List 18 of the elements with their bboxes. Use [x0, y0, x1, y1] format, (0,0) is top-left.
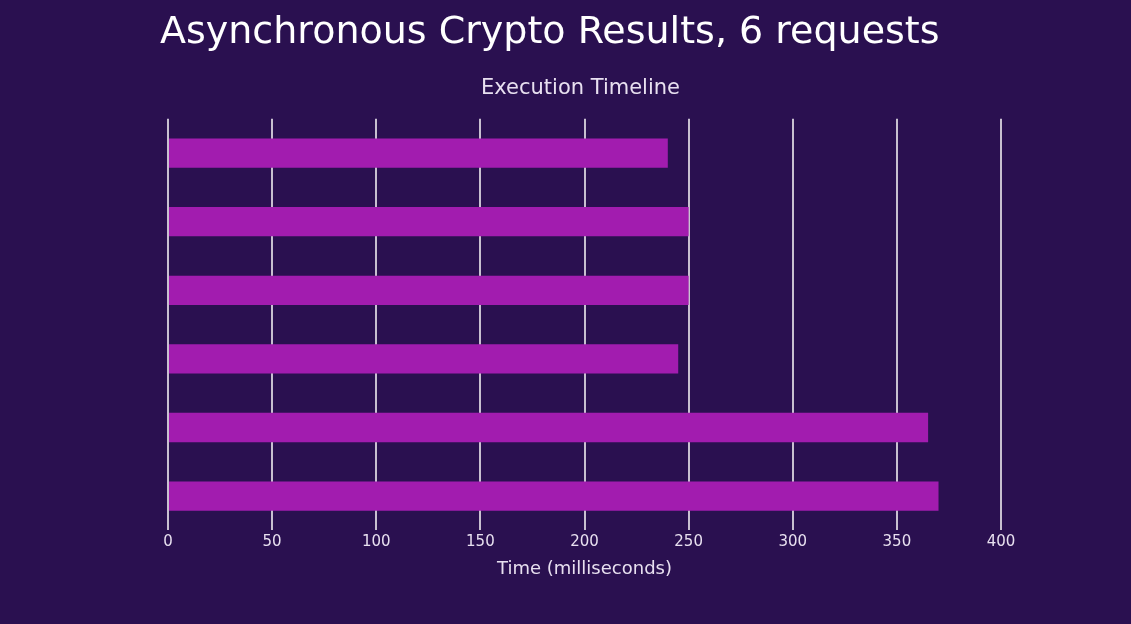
x-tick-label: 100: [361, 532, 391, 551]
bar: [169, 275, 689, 305]
bar: [169, 344, 679, 374]
x-tick-label: 150: [466, 532, 495, 551]
chart-subtitle: Execution Timeline: [480, 74, 681, 99]
bar: [169, 138, 668, 168]
x-axis-title: Time (milliseconds): [496, 556, 672, 578]
x-tick-label: 50: [262, 532, 282, 551]
x-tick-label: 250: [674, 532, 703, 551]
bar: [169, 207, 689, 237]
x-tick-label: 300: [778, 532, 808, 551]
bar: [169, 412, 929, 443]
x-tick-label: 400: [986, 532, 1016, 551]
chart-title: Asynchronous Crypto Results, 6 requests: [160, 7, 940, 52]
x-tick-label: 200: [570, 532, 599, 551]
bar: [169, 481, 939, 511]
x-tick-label: 0: [163, 532, 173, 551]
x-tick-label: 350: [882, 532, 912, 551]
